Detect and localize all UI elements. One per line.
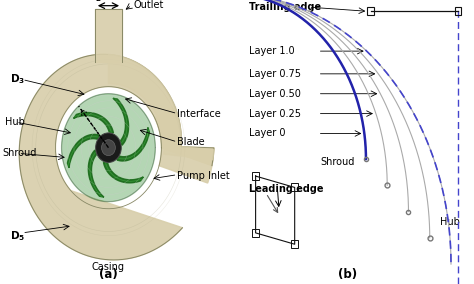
Polygon shape (73, 112, 113, 133)
Circle shape (96, 133, 121, 162)
Polygon shape (109, 55, 214, 160)
Text: Hub: Hub (439, 216, 459, 227)
Text: Interface: Interface (177, 108, 221, 119)
Text: Layer 0.25: Layer 0.25 (249, 108, 301, 119)
Polygon shape (155, 106, 214, 183)
Text: Shroud: Shroud (320, 157, 355, 167)
Text: Outlet: Outlet (133, 0, 164, 10)
Polygon shape (95, 9, 122, 62)
Polygon shape (103, 162, 143, 183)
Circle shape (101, 140, 115, 156)
Polygon shape (113, 98, 128, 145)
Text: (a): (a) (99, 268, 118, 281)
Text: Shroud: Shroud (2, 148, 37, 158)
Text: Layer 0: Layer 0 (249, 128, 285, 139)
Text: Layer 0.50: Layer 0.50 (249, 89, 301, 99)
Text: Trailing edge: Trailing edge (249, 2, 321, 12)
Text: Casing: Casing (92, 262, 125, 272)
Text: (b): (b) (338, 268, 357, 281)
Text: $\mathbf{D_3}$: $\mathbf{D_3}$ (10, 73, 25, 86)
Text: Pump Inlet: Pump Inlet (177, 171, 230, 181)
Text: Layer 0.75: Layer 0.75 (249, 69, 301, 79)
Polygon shape (67, 134, 100, 168)
Text: Leading edge: Leading edge (249, 184, 323, 194)
Polygon shape (88, 150, 104, 197)
Polygon shape (62, 94, 155, 202)
Text: Blade: Blade (177, 137, 205, 147)
Text: Layer 1.0: Layer 1.0 (249, 46, 294, 56)
Text: $\mathbf{D_5}$: $\mathbf{D_5}$ (10, 229, 25, 243)
Text: Hub: Hub (5, 117, 25, 127)
Polygon shape (19, 54, 214, 260)
Polygon shape (117, 128, 149, 161)
Text: $\mathbf{D_2}$: $\mathbf{D_2}$ (87, 0, 102, 4)
